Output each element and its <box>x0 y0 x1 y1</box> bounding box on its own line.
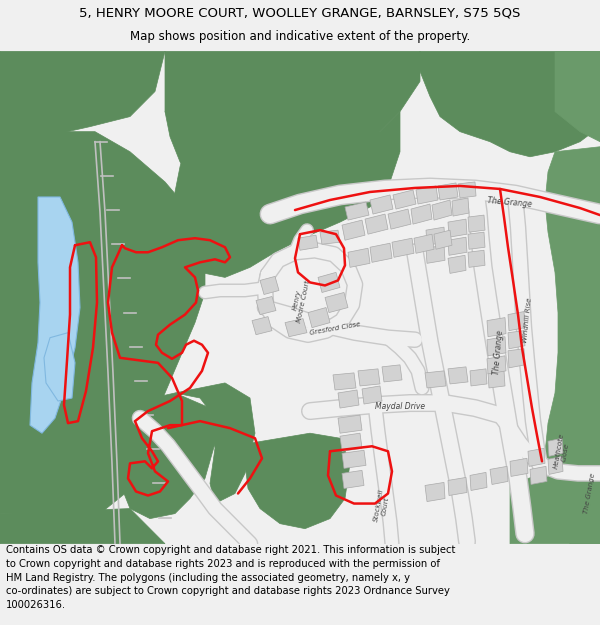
Polygon shape <box>165 96 400 278</box>
Polygon shape <box>0 509 165 544</box>
Polygon shape <box>508 312 525 331</box>
Polygon shape <box>488 371 505 388</box>
Text: 5, HENRY MOORE COURT, WOOLLEY GRANGE, BARNSLEY, S75 5QS: 5, HENRY MOORE COURT, WOOLLEY GRANGE, BA… <box>79 6 521 19</box>
Polygon shape <box>0 51 165 147</box>
Polygon shape <box>458 182 476 198</box>
Polygon shape <box>432 200 452 220</box>
Polygon shape <box>362 386 382 404</box>
Polygon shape <box>340 433 362 451</box>
Polygon shape <box>448 219 467 238</box>
Polygon shape <box>425 371 446 388</box>
Text: Maydal Drive: Maydal Drive <box>375 401 425 411</box>
Polygon shape <box>388 209 411 229</box>
Polygon shape <box>426 245 445 263</box>
Polygon shape <box>365 214 388 234</box>
Polygon shape <box>120 393 215 519</box>
Polygon shape <box>438 183 458 200</box>
Polygon shape <box>452 198 469 216</box>
Polygon shape <box>245 433 350 529</box>
Polygon shape <box>175 383 255 504</box>
Polygon shape <box>325 292 348 312</box>
Polygon shape <box>285 319 307 337</box>
Polygon shape <box>425 482 445 501</box>
Polygon shape <box>426 227 445 245</box>
Polygon shape <box>338 415 362 433</box>
Text: Henry
Moore Court: Henry Moore Court <box>289 278 311 323</box>
Polygon shape <box>470 369 487 386</box>
Polygon shape <box>420 51 600 157</box>
Polygon shape <box>510 458 528 476</box>
Polygon shape <box>358 369 380 386</box>
Polygon shape <box>393 190 416 209</box>
Polygon shape <box>308 308 330 328</box>
Text: The Grange: The Grange <box>487 196 533 209</box>
Polygon shape <box>416 186 438 204</box>
Polygon shape <box>508 349 525 368</box>
Polygon shape <box>487 337 506 356</box>
Polygon shape <box>414 234 434 253</box>
Text: Windhill Rise: Windhill Rise <box>521 298 532 344</box>
Polygon shape <box>468 250 485 268</box>
Polygon shape <box>342 220 365 240</box>
Polygon shape <box>338 390 359 408</box>
Polygon shape <box>370 243 392 262</box>
Polygon shape <box>345 202 369 220</box>
Polygon shape <box>487 318 506 337</box>
Polygon shape <box>530 466 547 484</box>
Polygon shape <box>348 248 370 268</box>
Polygon shape <box>468 232 485 249</box>
Polygon shape <box>0 132 205 514</box>
Polygon shape <box>392 238 414 258</box>
Polygon shape <box>448 478 467 496</box>
Text: Map shows position and indicative extent of the property.: Map shows position and indicative extent… <box>130 31 470 43</box>
Polygon shape <box>342 450 366 468</box>
Text: Stockwell
Court: Stockwell Court <box>373 488 391 523</box>
Polygon shape <box>342 471 364 489</box>
Polygon shape <box>487 356 506 374</box>
Text: The Grange: The Grange <box>583 472 596 514</box>
Polygon shape <box>318 272 340 292</box>
Text: The Grange: The Grange <box>491 330 505 376</box>
Polygon shape <box>540 147 600 544</box>
Polygon shape <box>448 367 468 384</box>
Polygon shape <box>548 438 563 456</box>
Polygon shape <box>508 331 525 349</box>
Text: Gresford Close: Gresford Close <box>309 321 361 336</box>
Polygon shape <box>548 456 563 474</box>
Polygon shape <box>382 365 402 382</box>
Polygon shape <box>411 204 432 224</box>
Polygon shape <box>490 466 508 484</box>
Polygon shape <box>470 472 487 491</box>
Polygon shape <box>298 235 318 250</box>
Polygon shape <box>555 51 600 142</box>
Polygon shape <box>260 276 279 294</box>
Polygon shape <box>165 51 420 197</box>
Polygon shape <box>510 458 600 544</box>
Polygon shape <box>320 230 340 244</box>
Polygon shape <box>370 195 393 214</box>
Polygon shape <box>256 296 276 314</box>
Polygon shape <box>252 317 272 335</box>
Polygon shape <box>528 448 545 466</box>
Polygon shape <box>468 215 485 232</box>
Polygon shape <box>44 332 75 401</box>
Polygon shape <box>333 373 356 390</box>
Polygon shape <box>448 255 466 273</box>
Polygon shape <box>434 230 452 249</box>
Text: Heathcote
Close: Heathcote Close <box>553 432 572 470</box>
Polygon shape <box>30 197 80 433</box>
Text: Contains OS data © Crown copyright and database right 2021. This information is : Contains OS data © Crown copyright and d… <box>6 546 455 610</box>
Polygon shape <box>448 238 467 255</box>
